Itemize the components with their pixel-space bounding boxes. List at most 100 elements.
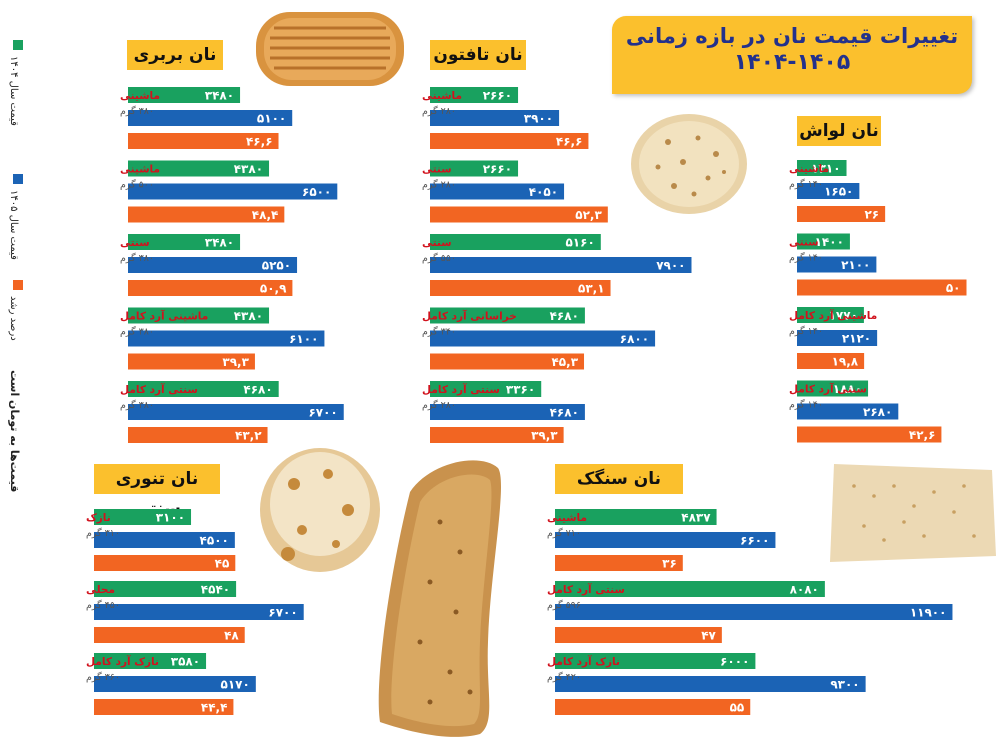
legend-label-growth: درصد رشد [8,296,19,341]
bar-growth-label: ۵۰,۹ [260,282,287,296]
row-label: سنتی [120,237,150,249]
bar-1404-label: ۲۶۶۰ [483,162,512,176]
barbari-bread-image [256,12,404,86]
row-weight: ۳۱۰ گرم [86,527,120,539]
legend-label-1405: قیمت سال ۱۴۰۵ [8,190,19,260]
row-label: سنتی [422,164,452,176]
legend-swatch-1405 [13,174,23,184]
bar-1405-label: ۵۱۰۰ [257,112,286,126]
row-weight: ۳۸۰ گرم [120,399,154,411]
bar-1404-label: ۱۳۱۰ [811,162,840,176]
bar-1404-label: ۲۶۶۰ [483,89,512,103]
bar-1405 [797,183,860,199]
bar-1404-label: ۴۶۸۰ [550,309,579,323]
bar-growth [430,353,585,370]
bar-1404 [555,581,825,597]
bar-1405-label: ۴۰۵۰ [529,185,558,199]
bar-1404 [555,509,717,525]
panel-title-sangak: نان سنگک [555,464,683,494]
page-title: تغییرات قیمت نان در بازه زمانی [625,24,959,48]
row-label: محلی [86,584,115,596]
legend-label-1404: قیمت سال ۱۴۰۴ [8,56,19,126]
bar-1404 [430,160,519,177]
row-weight: ۱۴۰ گرم [789,399,823,411]
bar-1404 [128,234,241,250]
bar-1404 [94,653,207,669]
bar-growth [128,353,255,370]
bar-1404 [797,233,850,250]
bar-growth-label: ۴۵,۳ [551,355,578,369]
row-weight: ۵۵۰ گرم [422,252,456,264]
row-label: سنتی [789,237,819,249]
row-weight: ۱۴۰ گرم [789,178,823,190]
bar-growth-label: ۴۲,۶ [909,428,936,442]
panel-title-lavash: نان لواش [797,116,881,146]
bar-1404 [128,381,279,397]
bar-1404-label: ۳۴۸۰ [205,89,234,103]
row-label: ماشینی آرد کامل [789,309,877,322]
bar-growth [430,206,608,223]
bar-1405-label: ۶۱۰۰ [289,332,318,346]
row-label: ماشینی [422,90,462,102]
row-label: ماشینی [120,90,160,102]
bar-1404 [128,307,270,324]
bar-growth [430,133,589,149]
bar-growth-label: ۳۹,۳ [531,429,558,443]
bar-1405-label: ۶۷۰۰ [308,406,337,420]
row-label: نازک آرد کامل [86,655,159,668]
row-label: سنتی آرد کامل [547,583,625,596]
bar-growth-label: ۴۵ [215,557,230,571]
bar-1405 [128,183,338,200]
row-weight: ۲۸۰ گرم [422,399,456,411]
bar-1405-label: ۶۷۰۰ [268,606,297,620]
bar-1405 [430,183,565,200]
bar-1405 [430,404,585,420]
panel-title-taftoon: نان تافتون [430,40,526,70]
page-subtitle: ۱۴۰۴-۱۴۰۵ [733,50,851,75]
bar-growth [797,353,865,369]
bar-1405 [430,110,560,126]
bar-1405-label: ۶۵۰۰ [302,185,331,199]
lavash-bread-image [631,114,747,214]
legend: قیمت سال ۱۴۰۴ قیمت سال ۱۴۰۵ درصد رشد قیم… [6,40,30,500]
bar-1404 [430,381,542,397]
bar-growth-label: ۵۵ [730,701,745,715]
bar-1404-label: ۴۳۸۰ [234,309,263,323]
bar-1404 [797,160,847,176]
bar-growth-label: ۴۶,۶ [246,135,273,149]
bar-growth [797,426,942,443]
bar-1405-label: ۹۳۰۰ [830,678,859,692]
bar-growth-label: ۴۶,۶ [556,135,583,149]
bar-1404-label: ۳۵۸۰ [171,655,200,669]
bar-growth-label: ۳۶ [662,557,677,571]
bar-1404-label: ۱۴۰۰ [815,235,844,249]
bar-1404 [128,160,270,177]
bar-1404 [94,581,237,597]
row-label: ماشینی [789,163,829,175]
row-weight: ۳۸۰ گرم [120,326,154,338]
bar-1405-label: ۱۶۵۰ [824,185,853,199]
bar-1405-label: ۲۱۰۰ [841,258,870,272]
bar-1404 [555,653,756,669]
bar-1405-label: ۴۶۸۰ [550,406,579,420]
bar-growth-label: ۵۳,۱ [578,282,605,296]
row-label: ماشینی [547,512,587,524]
bar-1404-label: ۶۰۰۰ [720,655,749,669]
bar-growth [94,699,234,715]
bar-1405-label: ۷۹۰۰ [656,259,685,273]
row-label: ماشینی [120,164,160,176]
bar-1405-label: ۱۱۹۰۰ [910,606,947,620]
bar-growth [128,280,293,296]
bar-1404-label: ۳۴۸۰ [205,236,234,250]
bar-1405-label: ۶۸۰۰ [620,332,649,346]
bar-growth-label: ۴۳,۲ [235,429,262,443]
bar-1405 [128,110,293,126]
bar-1405 [797,403,899,420]
row-label: سنتی [422,237,452,249]
row-label: سنتی آرد کامل [789,383,867,396]
bar-growth-label: ۲۶ [864,208,879,222]
row-weight: ۳۶۰ گرم [86,671,120,683]
row-weight: ۴۲۰ گرم [547,671,581,683]
